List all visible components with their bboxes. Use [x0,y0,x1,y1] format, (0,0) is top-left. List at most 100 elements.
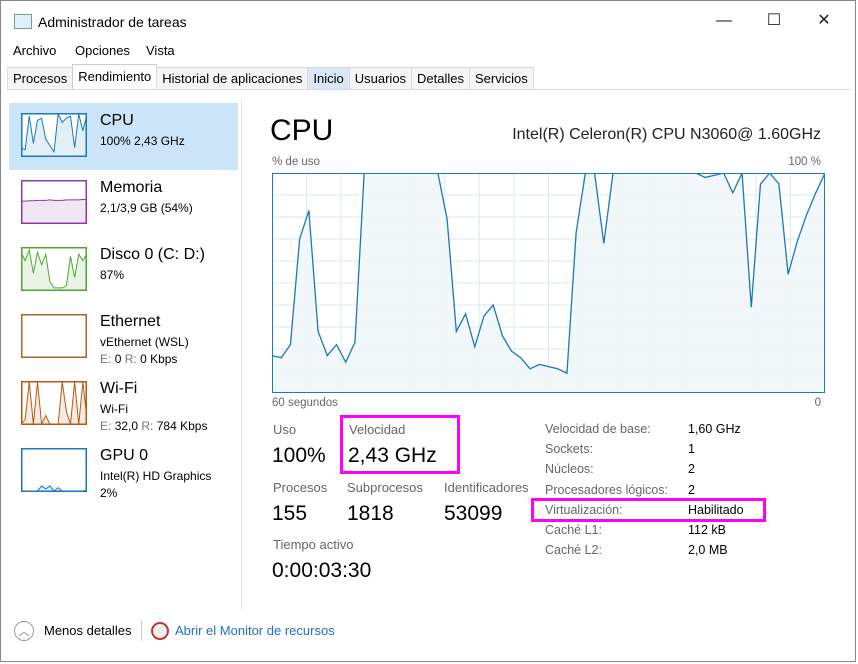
open-resource-monitor-link[interactable]: Abrir el Monitor de recursos [175,623,335,638]
velocidad-value: 2,43 GHz [348,444,437,467]
sidebar-item-title: Wi-Fi [100,380,138,397]
maximize-button[interactable]: ☐ [766,12,782,29]
thumbnail-border [21,314,87,358]
uso-value: 100% [272,444,326,467]
resource-monitor-icon [151,622,169,640]
identificadores-value: 53099 [444,502,503,525]
tab-procesos[interactable]: Procesos [7,67,74,89]
less-details-button[interactable]: Menos detalles [44,623,132,638]
tiempo-activo-label: Tiempo activo [273,537,354,552]
thumbnail-border [21,381,87,425]
thumbnail-area [21,382,87,425]
send-label: E: [100,352,112,366]
thumbnail-area [21,250,87,291]
sidebar-item-disco[interactable]: Disco 0 (C: D:) 87% [9,237,238,304]
ethernet-thumbnail-graph [21,314,87,358]
resource-sidebar: CPU 100% 2,43 GHz Memoria 2,1/3,9 GB (54… [9,103,241,505]
sidebar-item-gpu[interactable]: GPU 0 Intel(R) HD Graphics 2% [9,438,238,505]
chart-xlabel-left: 60 segundos [272,397,338,409]
tab-divider [7,89,851,90]
detail-value: Habilitado [688,502,744,517]
thumbnail-border [21,247,87,291]
close-button[interactable]: ✕ [817,12,831,29]
wifi-thumbnail-graph [21,381,87,425]
procesos-value: 155 [272,502,308,525]
sidebar-item-title: Disco 0 (C: D:) [100,246,205,263]
thumbnail-border [21,448,87,492]
detail-label: Caché L2: [545,543,602,558]
page-title: CPU [270,114,334,147]
sidebar-item-throughput: E: 0 R: 0 Kbps [100,352,177,366]
subprocesos-value: 1818 [347,502,394,525]
thumbnail-border [21,180,87,224]
tab-bar: Procesos Rendimiento Historial de aplica… [7,64,534,89]
thumbnail-area [21,114,87,157]
virtualizacion-highlight-box [531,498,766,522]
thumbnail-line [21,485,87,492]
uso-label: Uso [273,422,297,437]
tab-servicios[interactable]: Servicios [469,67,534,89]
minimize-button[interactable]: — [716,12,732,29]
procesos-label: Procesos [273,480,328,495]
sidebar-item-title: CPU [100,112,134,129]
send-label: E: [100,419,112,433]
detail-label: Procesadores lógicos: [545,482,668,497]
menu-opciones[interactable]: Opciones [75,43,130,58]
sidebar-item-title: Ethernet [100,313,161,330]
detail-label: Virtualización: [545,502,623,517]
cpu-model: Intel(R) Celeron(R) CPU N3060@ 1.60GHz [512,126,821,143]
sidebar-divider [241,99,242,609]
window-title: Administrador de tareas [38,14,187,30]
chevron-up-icon[interactable]: ︿ [14,621,34,641]
subprocesos-label: Subprocesos [347,480,423,495]
sidebar-item-memoria[interactable]: Memoria 2,1/3,9 GB (54%) [9,170,238,237]
detail-label: Sockets: [545,442,593,457]
chart-xlabel-right: 0 [814,397,821,409]
chart-border [272,173,825,393]
disco-thumbnail-graph [21,247,87,291]
menu-archivo[interactable]: Archivo [13,43,57,58]
tab-rendimiento[interactable]: Rendimiento [72,64,158,88]
sidebar-item-subtitle: Intel(R) HD Graphics [100,469,212,483]
detail-value: 2,0 MB [688,543,728,558]
detail-value: 2 [688,482,695,497]
send-value: 0 [114,352,122,366]
detail-value: 112 kB [688,523,726,537]
velocidad-label: Velocidad [349,422,406,437]
cpu-thumbnail-graph [21,113,87,157]
chart-ylabel: % de uso [272,156,320,168]
send-value: 32,0 [114,419,139,433]
detail-value: 1 [688,442,695,457]
tab-inicio[interactable]: Inicio [307,67,350,89]
tab-usuarios[interactable]: Usuarios [348,67,413,89]
gpu-thumbnail-graph [21,448,87,492]
sidebar-item-subtitle: 2,1/3,9 GB (54%) [100,201,193,215]
cpu-usage-chart [272,173,825,393]
detail-label: Velocidad de base: [545,422,651,436]
detail-label: Núcleos: [545,462,594,477]
sidebar-item-title: GPU 0 [100,447,149,464]
sidebar-item-usage: 2% [100,486,118,500]
menu-vista[interactable]: Vista [146,43,175,58]
thumbnail-line [21,198,87,202]
sidebar-item-wifi[interactable]: Wi-Fi Wi-Fi E: 32,0 R: 784 Kbps [9,371,238,438]
footer-divider [141,621,142,641]
receive-label: R: [141,419,154,433]
receive-label: R: [124,352,137,366]
receive-value: 0 Kbps [140,352,178,366]
sidebar-item-throughput: E: 32,0 R: 784 Kbps [100,419,207,433]
detail-label: Caché L1: [545,523,602,537]
tab-historial[interactable]: Historial de aplicaciones [156,67,309,89]
tab-detalles[interactable]: Detalles [411,67,471,89]
thumbnail-area [21,199,87,224]
sidebar-item-cpu[interactable]: CPU 100% 2,43 GHz [9,103,238,170]
memoria-thumbnail-graph [21,180,87,224]
thumbnail-border [21,113,87,157]
thumbnail-line [21,113,87,154]
sidebar-item-subtitle: 87% [100,268,125,282]
receive-value: 784 Kbps [156,419,208,433]
sidebar-item-ethernet[interactable]: Ethernet vEthernet (WSL) E: 0 R: 0 Kbps [9,304,238,371]
cpu-usage-area [272,173,825,393]
thumbnail-line [21,248,87,289]
